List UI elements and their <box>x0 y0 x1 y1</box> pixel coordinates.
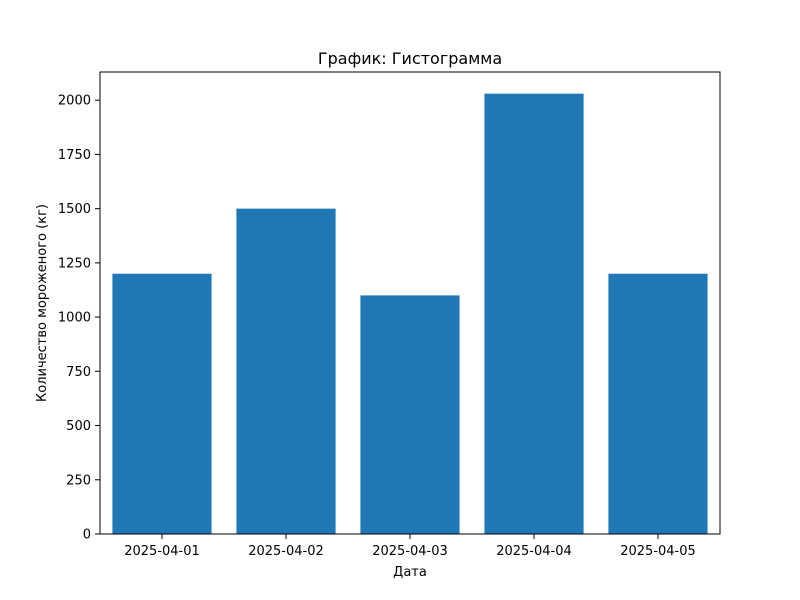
x-tick-label: 2025-04-03 <box>372 544 448 559</box>
bar-2025-04-03 <box>360 295 460 534</box>
y-tick-label: 250 <box>66 473 91 488</box>
y-tick-label: 1500 <box>58 202 91 217</box>
y-tick-label: 1250 <box>58 256 91 271</box>
y-tick-label: 500 <box>66 419 91 434</box>
bar-2025-04-02 <box>236 208 336 534</box>
y-tick-label: 2000 <box>58 94 91 109</box>
x-axis-label: Дата <box>393 565 427 580</box>
bar-2025-04-04 <box>484 93 584 535</box>
bar-2025-04-05 <box>608 273 708 534</box>
y-tick-label: 0 <box>83 528 91 543</box>
x-tick-label: 2025-04-04 <box>496 544 572 559</box>
y-axis-label: Количество мороженого (кг) <box>35 204 50 402</box>
y-tick-label: 1000 <box>58 311 91 326</box>
x-tick-label: 2025-04-01 <box>124 544 200 559</box>
bars-group <box>112 93 708 535</box>
y-tick-label: 750 <box>66 365 91 380</box>
x-axis: 2025-04-01 2025-04-02 2025-04-03 2025-04-04… <box>124 534 696 559</box>
x-tick-label: 2025-04-05 <box>620 544 696 559</box>
chart-title: График: Гистограмма <box>318 49 502 68</box>
y-axis: 0 250 500 750 1000 1250 1500 1750 2000 <box>58 94 100 543</box>
y-tick-label: 1750 <box>58 148 91 163</box>
bar-2025-04-01 <box>112 273 212 534</box>
x-tick-label: 2025-04-02 <box>248 544 324 559</box>
